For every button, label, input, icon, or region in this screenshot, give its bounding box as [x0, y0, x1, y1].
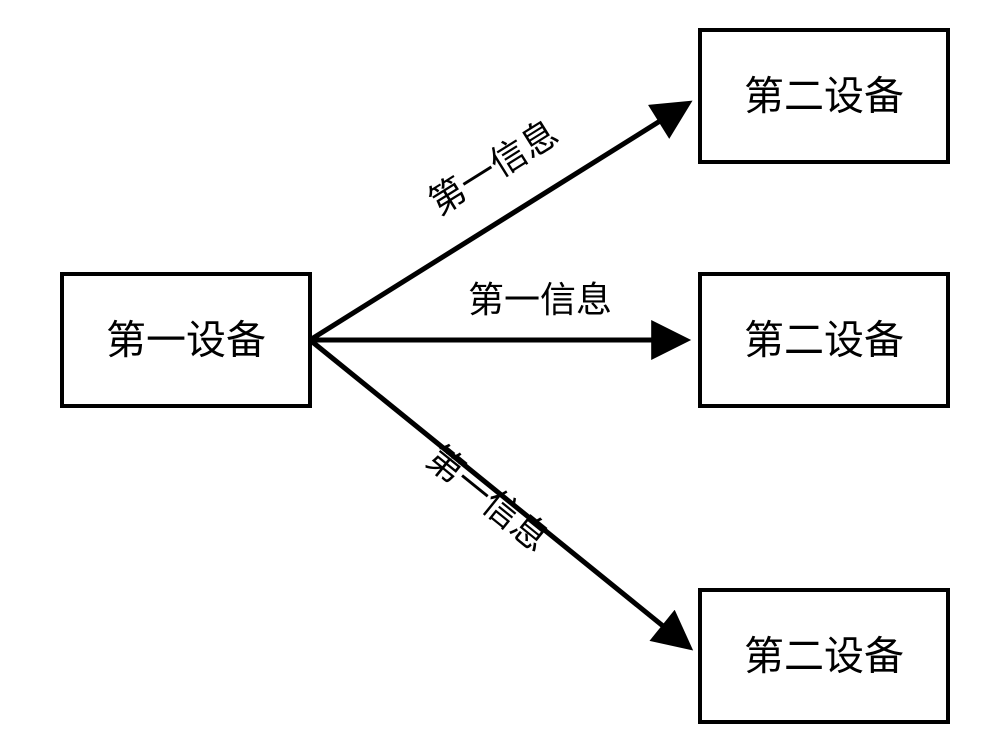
- node-label: 第二设备: [744, 74, 904, 119]
- node-label: 第一设备: [106, 318, 266, 363]
- edge-label: 第一信息: [419, 438, 556, 560]
- edge-n0-n3: 第一信息: [310, 340, 687, 645]
- node-n0: 第一设备: [62, 274, 310, 406]
- diagram-canvas: 第一信息第一信息第一信息第一设备第二设备第二设备第二设备: [0, 0, 1000, 751]
- node-n1: 第二设备: [700, 30, 948, 162]
- edge-label: 第一信息: [422, 113, 565, 223]
- edge-n0-n2: 第一信息: [310, 280, 683, 340]
- node-label: 第二设备: [744, 318, 904, 363]
- edge-label: 第一信息: [468, 280, 612, 320]
- node-label: 第二设备: [744, 634, 904, 679]
- node-n3: 第二设备: [700, 590, 948, 722]
- node-n2: 第二设备: [700, 274, 948, 406]
